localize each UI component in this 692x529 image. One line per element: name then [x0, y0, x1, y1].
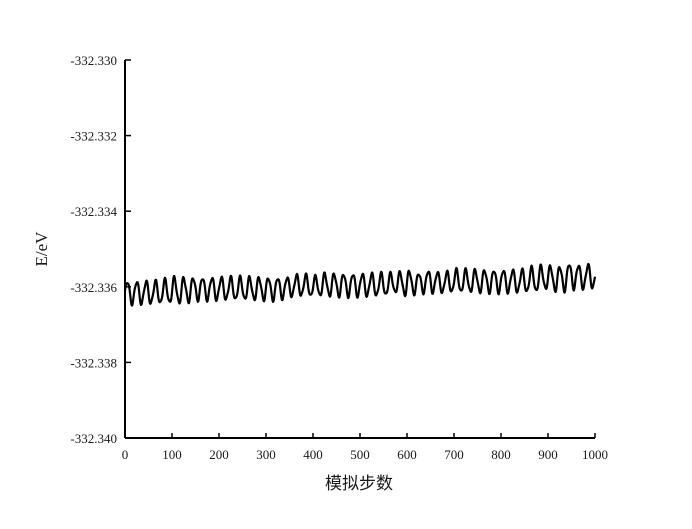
- x-tick-label: 800: [491, 447, 511, 462]
- x-tick-label: 100: [162, 447, 182, 462]
- x-tick-label: 300: [256, 447, 276, 462]
- series-layer: [123, 262, 597, 307]
- y-ticks: -332.330 -332.332 -332.334 -332.336 -332.338…: [70, 53, 131, 446]
- x-tick-label: 900: [538, 447, 558, 462]
- y-tick-label: -332.340: [70, 431, 117, 446]
- energy-series-line: [123, 262, 597, 307]
- x-tick-label: 500: [350, 447, 370, 462]
- y-tick-label: -332.336: [70, 280, 117, 295]
- x-axis-title: 模拟步数: [325, 474, 393, 494]
- x-tick-label: 200: [209, 447, 229, 462]
- x-ticks: 0 100 200 300 400 500 600 700 800 900 1000: [122, 433, 608, 462]
- x-tick-label: 700: [444, 447, 464, 462]
- x-tick-label: 600: [397, 447, 417, 462]
- x-tick-label: 0: [122, 447, 129, 462]
- x-tick-label: 400: [303, 447, 323, 462]
- y-tick-label: -332.332: [70, 129, 117, 144]
- y-axis-title: E/eV: [32, 231, 51, 267]
- y-tick-label: -332.334: [70, 204, 117, 219]
- x-tick-label: 1000: [582, 447, 608, 462]
- y-tick-label: -332.330: [70, 53, 117, 68]
- y-tick-label: -332.338: [70, 355, 117, 370]
